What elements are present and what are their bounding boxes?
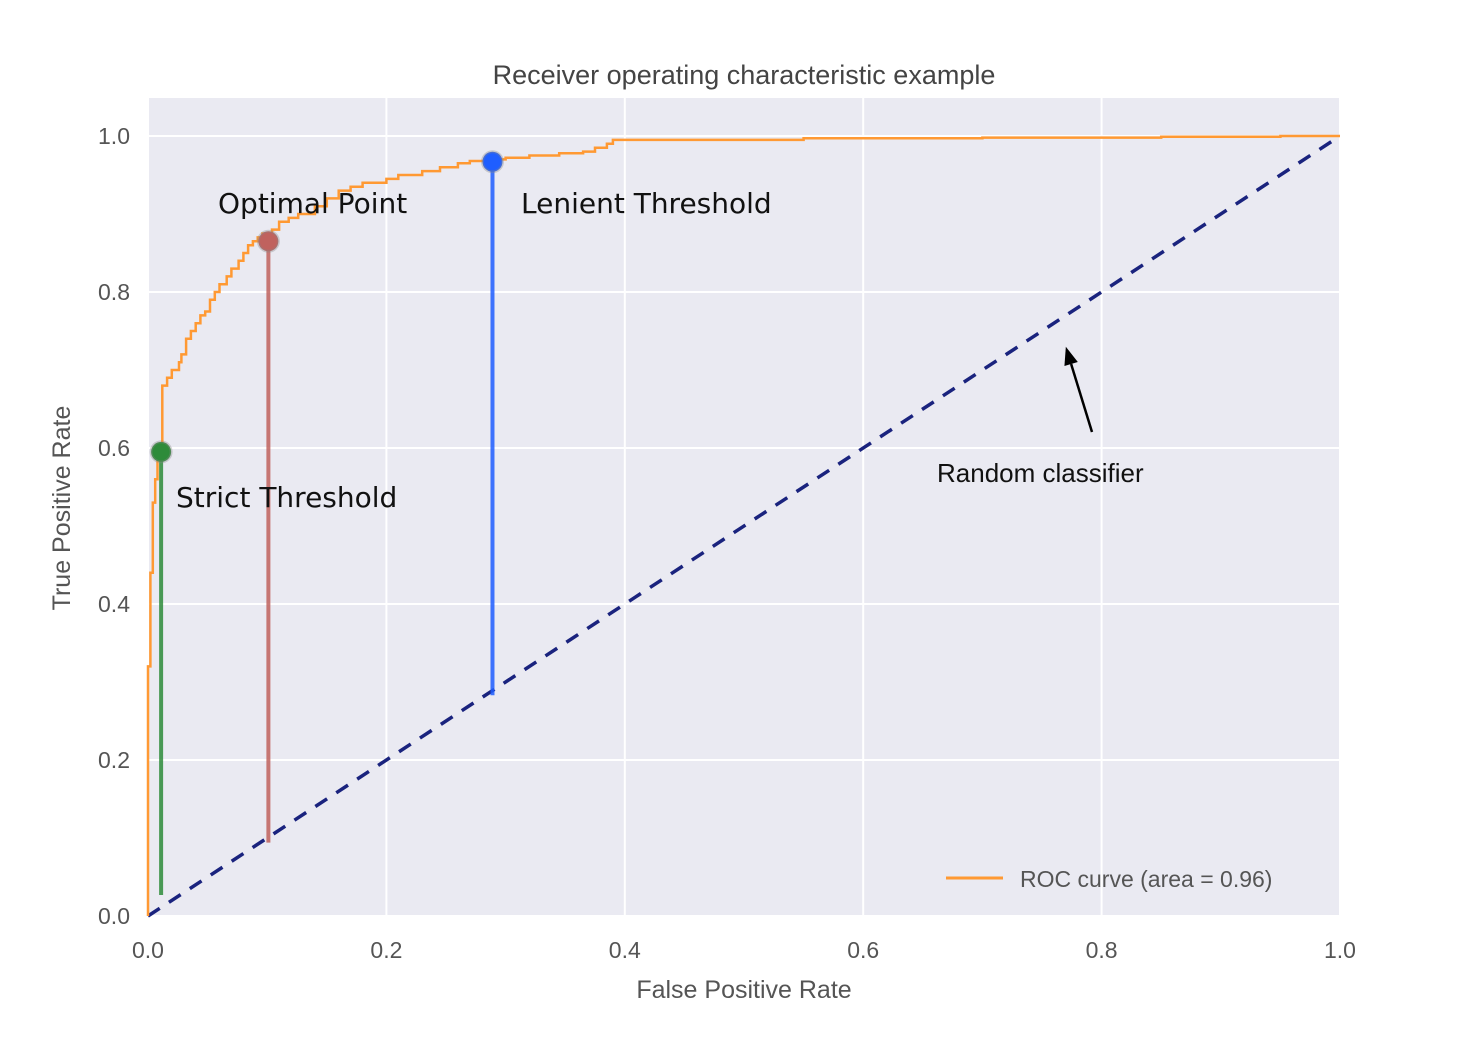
x-tick-label: 0.8 <box>1086 937 1118 963</box>
threshold-markers <box>149 150 504 464</box>
threshold-point <box>480 150 504 174</box>
y-tick-label: 0.8 <box>98 279 130 305</box>
chart-title: Receiver operating characteristic exampl… <box>493 60 996 90</box>
x-tick-label: 0.6 <box>847 937 879 963</box>
annotation-random-classifier-arrow <box>1064 346 1094 433</box>
y-tick-label: 1.0 <box>98 123 130 149</box>
y-axis-label: True Positive Rate <box>48 406 76 611</box>
annotation-strict-threshold: Strict Threshold <box>176 481 397 514</box>
threshold-stems <box>159 161 495 895</box>
y-tick-labels: 0.0 0.2 0.4 0.6 0.8 1.0 <box>98 123 130 929</box>
arrow-head <box>1064 346 1078 367</box>
x-tick-label: 0.0 <box>132 937 164 963</box>
plot-background <box>148 98 1340 916</box>
y-tick-label: 0.4 <box>98 591 130 617</box>
threshold-point <box>256 229 280 253</box>
y-tick-label: 0.6 <box>98 435 130 461</box>
x-tick-label: 0.2 <box>370 937 402 963</box>
annotation-lenient-threshold: Lenient Threshold <box>521 187 772 220</box>
y-tick-label: 0.2 <box>98 747 130 773</box>
arrow-line <box>1069 363 1094 433</box>
y-tick-label: 0.0 <box>98 903 130 929</box>
x-tick-label: 0.4 <box>609 937 641 963</box>
x-tick-label: 1.0 <box>1324 937 1356 963</box>
legend: ROC curve (area = 0.96) <box>946 866 1272 892</box>
threshold-point <box>149 440 173 464</box>
random-classifier-line <box>147 134 1341 918</box>
x-axis-label: False Positive Rate <box>636 976 851 1004</box>
x-tick-labels: 0.0 0.2 0.4 0.6 0.8 1.0 <box>132 937 1356 963</box>
annotation-optimal-point: Optimal Point <box>218 187 407 220</box>
legend-label: ROC curve (area = 0.96) <box>1020 866 1272 892</box>
annotation-random-classifier: Random classifier <box>937 458 1144 488</box>
grid-lines <box>147 98 1341 917</box>
